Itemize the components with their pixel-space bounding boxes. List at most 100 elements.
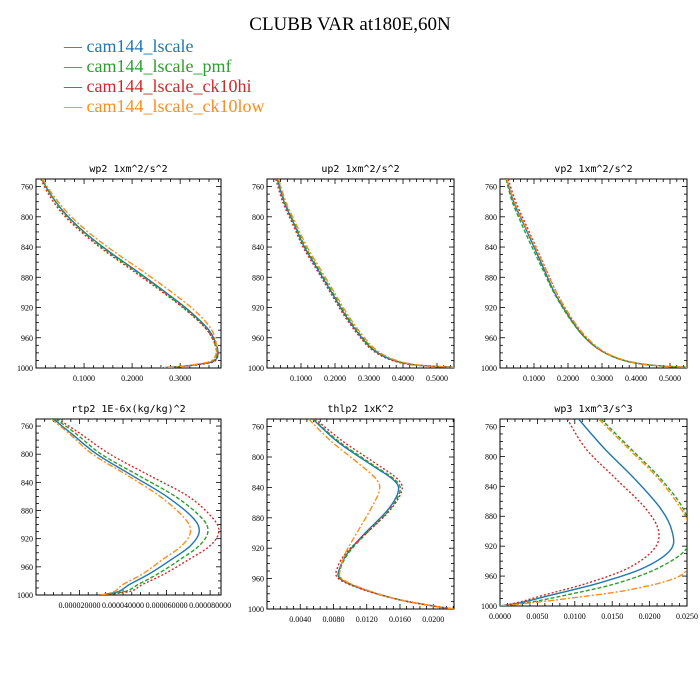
- y-tick-label: 920: [21, 304, 33, 313]
- series-line: [312, 419, 454, 609]
- series-line: [500, 419, 687, 606]
- legend-label: cam144_lscale_ck10low: [86, 96, 265, 116]
- series-line: [40, 179, 219, 368]
- x-tick-label: 0.1000: [73, 374, 95, 383]
- y-tick-label: 880: [485, 512, 497, 521]
- y-tick-label: 840: [252, 243, 264, 252]
- x-tick-label: 0.0200: [639, 612, 661, 621]
- y-tick-label: 960: [485, 334, 497, 343]
- y-tick-label: 760: [21, 422, 33, 431]
- y-tick-label: 880: [485, 273, 497, 282]
- series-line: [506, 179, 687, 368]
- y-tick-label: 960: [21, 334, 33, 343]
- y-tick-label: 800: [252, 453, 264, 462]
- y-tick-label: 880: [21, 273, 33, 282]
- series-line: [506, 179, 687, 368]
- figure-title: CLUBB VAR at180E,60N: [249, 14, 451, 35]
- y-tick-label: 960: [252, 334, 264, 343]
- chart-panel: wp2 1xm^2/s^2 760 800 840 880 920 960 1000 0.100…: [17, 164, 222, 383]
- chart-panel: thlp2 1xK^2 760 800 840 880 920 960 1000 0.0040 0…: [248, 404, 455, 624]
- x-tick-label: 0.0200: [422, 615, 444, 624]
- x-tick-label: 0.0150: [601, 612, 623, 621]
- x-tick-label: 0.3000: [358, 374, 380, 383]
- y-tick-label: 920: [21, 535, 33, 544]
- y-tick-label: 1000: [481, 602, 497, 611]
- x-tick-label: 0.4000: [392, 374, 414, 383]
- series-line: [41, 179, 219, 368]
- y-tick-label: 880: [252, 273, 264, 282]
- legend-item: — cam144_lscale_ck10low: [64, 96, 265, 116]
- series-line: [505, 179, 687, 368]
- y-tick-label: 960: [252, 575, 264, 584]
- panel-title: thlp2 1xK^2: [327, 404, 393, 415]
- y-tick-label: 1000: [17, 364, 33, 373]
- panel-title: up2 1xm^2/s^2: [321, 164, 399, 175]
- y-tick-label: 920: [485, 304, 497, 313]
- y-tick-label: 800: [485, 452, 497, 461]
- y-tick-label: 760: [252, 423, 264, 432]
- legend-item: — cam144_lscale_ck10hi: [64, 76, 252, 96]
- series-line: [50, 419, 192, 595]
- y-tick-label: 960: [485, 572, 497, 581]
- y-tick-label: 1000: [248, 364, 264, 373]
- series-line: [500, 419, 687, 606]
- series-line: [275, 179, 454, 368]
- chart-panel: rtp2 1E-6x(kg/kg)^2 760 800 840 880 920 960 100…: [17, 404, 231, 610]
- x-tick-label: 0.3000: [169, 374, 191, 383]
- series-line: [500, 419, 660, 606]
- plot-frame: [35, 178, 222, 369]
- chart-panel: up2 1xm^2/s^2 760 800 840 880 920 960 1000 0.100…: [248, 164, 455, 383]
- x-tick-label: 0.0160: [389, 615, 411, 624]
- legend-label: cam144_lscale_ck10hi: [86, 76, 252, 96]
- x-tick-label: 0.0040: [289, 615, 311, 624]
- y-tick-label: 1000: [481, 364, 497, 373]
- y-tick-label: 920: [485, 542, 497, 551]
- x-tick-label: 0.000020000: [59, 601, 101, 610]
- y-tick-label: 840: [252, 483, 264, 492]
- y-tick-label: 760: [252, 183, 264, 192]
- y-tick-label: 920: [252, 544, 264, 553]
- y-tick-label: 800: [21, 213, 33, 222]
- y-tick-label: 840: [485, 482, 497, 491]
- x-tick-label: 0.1000: [290, 374, 312, 383]
- series-line: [308, 419, 454, 609]
- panel-title: wp3 1xm^3/s^3: [554, 404, 632, 415]
- panel-title: vp2 1xm^2/s^2: [554, 164, 632, 175]
- x-tick-label: 0.0250: [676, 612, 698, 621]
- y-tick-label: 760: [21, 183, 33, 192]
- chart-panel: wp3 1xm^3/s^3 760 800 840 880 920 960 10000.000…: [481, 404, 698, 621]
- x-tick-label: 0.0050: [526, 612, 548, 621]
- legend-label: cam144_lscale: [86, 36, 194, 56]
- x-tick-label: 0.0000: [489, 612, 511, 621]
- y-tick-label: 880: [21, 507, 33, 516]
- series-line: [507, 179, 687, 368]
- x-tick-label: 0.5000: [426, 374, 448, 383]
- panel-title: rtp2 1E-6x(kg/kg)^2: [71, 404, 185, 415]
- x-tick-label: 0.000040000: [102, 601, 144, 610]
- x-tick-label: 0.0100: [564, 612, 586, 621]
- plot-frame: [499, 178, 688, 369]
- plot-frame: [35, 418, 222, 596]
- y-tick-label: 1000: [248, 605, 264, 614]
- legend-item: — cam144_lscale: [64, 36, 194, 56]
- legend-item: — cam144_lscale_pmf: [64, 56, 232, 76]
- series-line: [314, 419, 454, 609]
- x-tick-label: 0.3000: [591, 374, 613, 383]
- legend-label: cam144_lscale_pmf: [86, 56, 232, 76]
- legend: — cam144_lscale — cam144_lscale_pmf — ca…: [64, 36, 264, 116]
- y-tick-label: 800: [252, 213, 264, 222]
- series-line: [41, 179, 218, 368]
- y-tick-label: 840: [485, 243, 497, 252]
- x-tick-label: 0.000080000: [189, 601, 231, 610]
- x-tick-label: 0.2000: [324, 374, 346, 383]
- plot-frame: [266, 418, 455, 610]
- series-line: [500, 419, 675, 606]
- x-tick-label: 0.2000: [557, 374, 579, 383]
- y-tick-label: 1000: [17, 591, 33, 600]
- series-line: [42, 179, 218, 368]
- y-tick-label: 840: [21, 478, 33, 487]
- x-tick-label: 0.2000: [121, 374, 143, 383]
- chart-panel: vp2 1xm^2/s^2 760 800 840 880 920 960 1000 0.100…: [481, 164, 688, 383]
- panel-title: wp2 1xm^2/s^2: [89, 164, 167, 175]
